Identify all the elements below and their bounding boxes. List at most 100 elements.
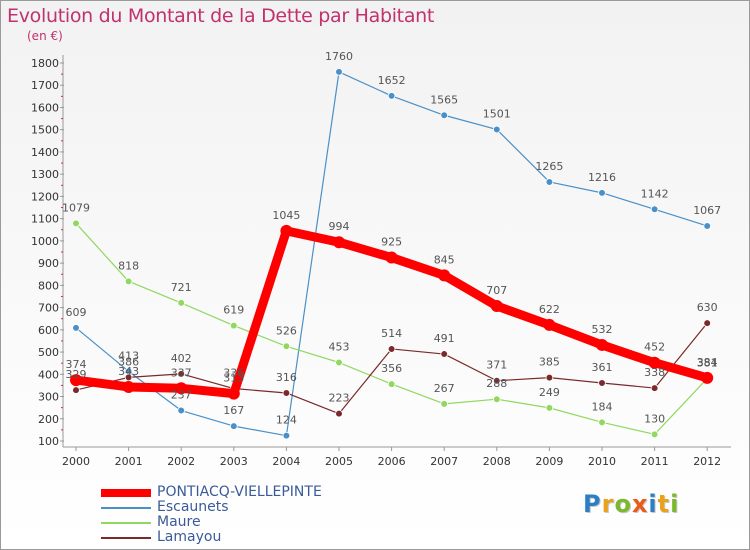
x-tick-label: 2009 — [535, 455, 563, 468]
legend-swatch — [101, 522, 151, 524]
data-point — [122, 380, 135, 393]
y-tick-label: 100 — [38, 435, 59, 448]
y-tick-label: 800 — [38, 279, 59, 292]
data-label: 386 — [118, 355, 139, 368]
data-label: 1045 — [272, 209, 300, 222]
data-point — [545, 373, 554, 382]
data-point — [598, 379, 606, 387]
data-label: 994 — [329, 220, 350, 233]
data-label: 249 — [539, 386, 560, 399]
data-label: 491 — [434, 332, 455, 345]
data-point — [177, 299, 186, 307]
x-tick-label: 2000 — [62, 455, 90, 468]
data-label: 707 — [486, 284, 507, 297]
chart-title: Evolution du Montant de la Dette par Hab… — [7, 5, 435, 27]
data-point — [387, 345, 396, 353]
logo-letter: r — [601, 490, 615, 518]
data-point — [543, 318, 556, 331]
y-tick-label: 1800 — [31, 57, 59, 70]
series-escaunets — [72, 68, 711, 440]
data-point — [440, 350, 449, 358]
data-label: 619 — [223, 304, 244, 317]
data-label: 371 — [486, 359, 507, 372]
data-label: 124 — [276, 414, 297, 427]
legend-label: Escaunets — [157, 499, 229, 515]
data-label: 316 — [276, 371, 297, 384]
data-label: 925 — [381, 236, 402, 249]
logo-letter: i — [648, 490, 658, 518]
data-point — [335, 68, 343, 76]
data-label: 329 — [66, 368, 87, 381]
data-label: 1760 — [325, 50, 353, 63]
data-label: 385 — [539, 356, 560, 369]
y-tick-label: 1400 — [31, 146, 59, 159]
data-label: 1265 — [535, 160, 563, 173]
data-point — [545, 178, 554, 186]
data-point — [72, 386, 80, 394]
data-label: 313 — [223, 372, 244, 385]
y-tick-label: 300 — [38, 391, 59, 404]
y-tick-label: 600 — [38, 324, 59, 337]
data-label: 1565 — [430, 93, 458, 106]
data-label: 721 — [171, 281, 192, 294]
data-label: 532 — [592, 323, 613, 336]
data-label: 630 — [697, 301, 718, 314]
data-point — [490, 300, 503, 313]
data-point — [598, 418, 606, 427]
legend-swatch — [101, 537, 151, 539]
data-label: 384 — [697, 356, 718, 369]
data-label: 609 — [66, 306, 87, 319]
data-point — [492, 395, 501, 403]
y-tick-label: 1000 — [31, 235, 59, 248]
logo-letter: o — [614, 490, 632, 518]
chart-data-labels: 609 413 237 167 124 1760 1652 1565 1501 1265 1216 1… — [62, 50, 721, 427]
y-tick-label: 500 — [38, 346, 59, 359]
x-tick-label: 2012 — [693, 455, 721, 468]
data-point — [230, 321, 238, 330]
data-label: 453 — [329, 341, 350, 354]
data-label: 1216 — [588, 171, 616, 184]
data-label: 130 — [644, 412, 665, 425]
y-tick-label: 400 — [38, 368, 59, 381]
data-point — [492, 125, 501, 134]
x-tick-label: 2007 — [430, 455, 458, 468]
y-tick-label: 1300 — [31, 168, 59, 181]
data-point — [282, 389, 291, 397]
data-label: 1142 — [641, 187, 669, 200]
x-tick-label: 2010 — [588, 455, 616, 468]
data-label: 374 — [66, 358, 87, 371]
data-label: 336 — [223, 367, 244, 380]
data-point — [438, 269, 451, 282]
data-label: 288 — [486, 377, 507, 390]
proxiti-logo: Proxiti — [583, 490, 679, 518]
x-tick-label: 2005 — [325, 455, 353, 468]
data-point — [440, 400, 449, 408]
data-point — [385, 251, 398, 264]
data-point — [177, 370, 186, 378]
data-point — [335, 358, 343, 367]
data-label: 184 — [592, 400, 613, 413]
y-tick-label: 900 — [38, 257, 59, 270]
x-tick-label: 2004 — [272, 455, 300, 468]
data-label: 1079 — [62, 201, 90, 214]
data-point — [545, 404, 554, 412]
logo-letter: x — [631, 490, 649, 518]
data-label: 167 — [223, 404, 244, 417]
legend-label: PONTIACQ-VIELLEPINTE — [157, 484, 322, 500]
data-point — [335, 409, 343, 418]
series-pontiacq-viellepinte — [70, 224, 714, 400]
data-label: 267 — [434, 382, 455, 395]
data-point — [280, 224, 293, 237]
data-label: 1067 — [693, 204, 721, 217]
y-tick-label: 1100 — [31, 213, 59, 226]
x-tick-label: 2011 — [641, 455, 669, 468]
data-label: 622 — [539, 303, 560, 316]
data-point — [124, 373, 133, 382]
legend-swatch — [101, 489, 151, 497]
data-label: 845 — [434, 253, 455, 266]
data-label: 514 — [381, 327, 402, 340]
data-label: 338 — [644, 366, 665, 379]
data-point — [72, 219, 80, 228]
